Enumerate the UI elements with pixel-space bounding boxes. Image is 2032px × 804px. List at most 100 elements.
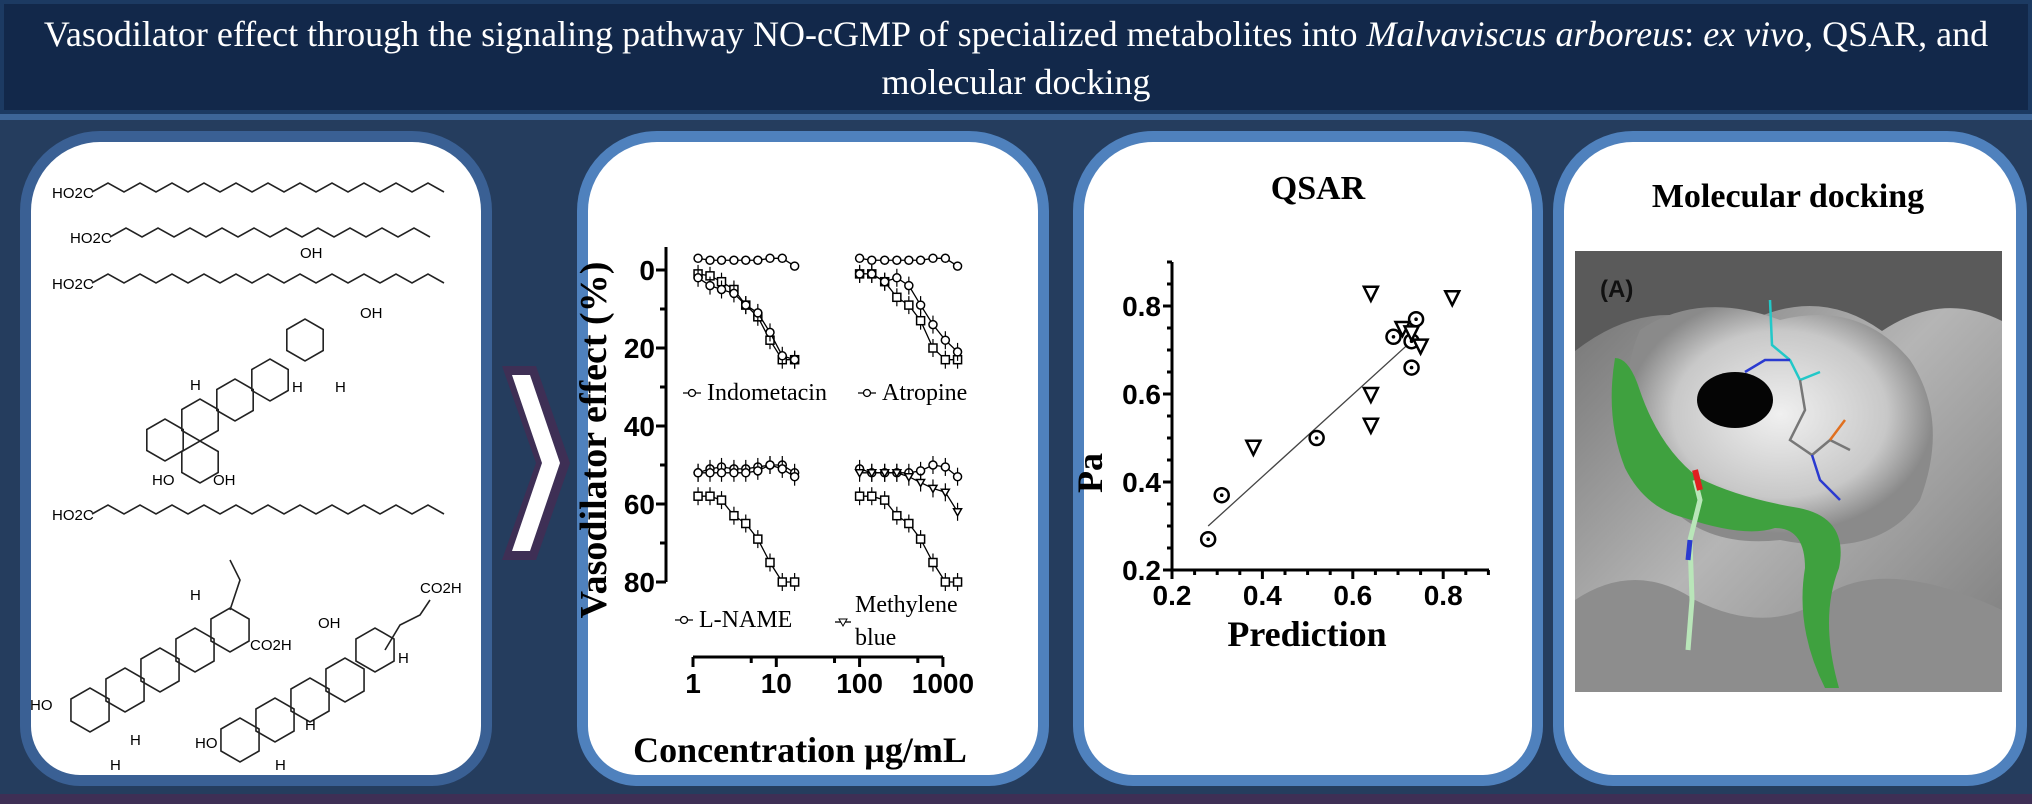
ring [181, 398, 219, 442]
data-point [915, 534, 926, 544]
data-point-center [1314, 436, 1319, 440]
data-point-triangle [1244, 439, 1263, 458]
legend-label: L-NAME [699, 607, 792, 633]
data-point [765, 253, 775, 264]
data-point [928, 253, 938, 264]
docking-figure: Molecular docking (A) [1575, 178, 2002, 692]
data-point-triangle [1361, 386, 1380, 405]
atom-label: HO [195, 735, 218, 752]
atom-label: H [305, 717, 316, 734]
data-point [892, 292, 902, 303]
legend-marker [838, 618, 848, 628]
data-point-triangle [1411, 338, 1430, 357]
data-point [789, 577, 800, 587]
ring [220, 717, 260, 763]
data-point [892, 255, 902, 265]
ring [105, 667, 145, 713]
data-point [777, 253, 788, 264]
data-point [741, 518, 751, 529]
data-point [952, 508, 963, 518]
data-point-center [1414, 317, 1418, 322]
title-text: Vasodilator effect through the signaling… [43, 14, 1367, 54]
x-tick-label: 0.2 [1153, 580, 1192, 611]
data-point [729, 255, 739, 265]
ligand-sticks [1685, 299, 1851, 651]
data-point [693, 468, 703, 478]
y-tick-label: 40 [624, 411, 655, 442]
data-point [867, 491, 877, 501]
ex-vivo-panel [577, 131, 1049, 786]
data-point [705, 280, 715, 291]
atom-label: OH [360, 305, 383, 322]
data-point [777, 464, 788, 474]
x-tick-label: 0.4 [1243, 580, 1282, 611]
data-point [854, 469, 865, 479]
title-bar: Vasodilator effect through the signaling… [0, 0, 2032, 120]
y-tick-label: 20 [624, 333, 655, 364]
data-point [753, 466, 763, 476]
x-tick-label: 0.6 [1333, 580, 1372, 611]
data-point-triangle [1361, 417, 1380, 436]
data-point [693, 491, 703, 501]
atom-label: CO2H [420, 580, 462, 597]
series-line [859, 495, 958, 583]
data-point [789, 354, 800, 365]
series-line [698, 495, 795, 583]
y-tick-label: 0 [639, 255, 655, 286]
data-point [928, 319, 938, 330]
atom-label: OH [213, 472, 236, 489]
data-point [892, 510, 902, 521]
page-title: Vasodilator effect through the signaling… [40, 10, 1992, 106]
ring [175, 627, 215, 673]
data-point [854, 491, 865, 501]
side-chain [384, 599, 431, 651]
isopropenyl [229, 559, 241, 611]
data-point [904, 280, 914, 291]
data-point [765, 327, 775, 338]
data-point [867, 269, 877, 279]
x-tick-label: 100 [836, 668, 883, 699]
legend-marker [679, 615, 689, 625]
atom-label: OH [300, 245, 323, 262]
atom-label: OH [318, 615, 341, 632]
data-point [892, 273, 902, 283]
docking-panel-label: (A) [1600, 276, 1633, 303]
qsar-title: QSAR [1271, 170, 1366, 207]
fatty-acid-chain [91, 504, 445, 515]
atom-label: H [335, 379, 346, 396]
ring [290, 677, 330, 723]
data-point [940, 335, 951, 345]
data-point [741, 255, 751, 265]
ring [255, 697, 295, 743]
x-tick-label: 1000 [912, 668, 974, 699]
atom-label: H [292, 379, 303, 396]
data-point [940, 577, 951, 587]
legend-label: Atropine [882, 380, 967, 406]
data-point [789, 261, 800, 271]
title-species: Malvaviscus arboreus [1366, 14, 1685, 54]
atom-label: HO2C [52, 276, 94, 293]
data-point [927, 484, 939, 494]
title-text: : [1684, 14, 1704, 54]
ring [181, 440, 219, 484]
fatty-acid-chain [91, 273, 445, 284]
x-tick-label: 0.8 [1424, 580, 1463, 611]
data-point [716, 495, 727, 505]
data-point [879, 469, 890, 479]
atom-label: HO2C [70, 230, 112, 247]
data-point [903, 472, 915, 483]
data-point [928, 460, 938, 470]
ring [146, 418, 184, 462]
data-point [729, 288, 739, 299]
y-tick-label: 0.4 [1122, 467, 1161, 498]
vasodilator-chart: Vasodilator effect (%) Concentration µg/… [573, 247, 974, 770]
data-point [952, 261, 963, 271]
data-point [940, 462, 951, 472]
y-tick-label: 0.8 [1122, 291, 1161, 322]
data-point [904, 518, 914, 529]
data-point [866, 469, 878, 479]
data-point [879, 495, 890, 505]
data-point [915, 315, 926, 326]
data-point [789, 471, 800, 482]
